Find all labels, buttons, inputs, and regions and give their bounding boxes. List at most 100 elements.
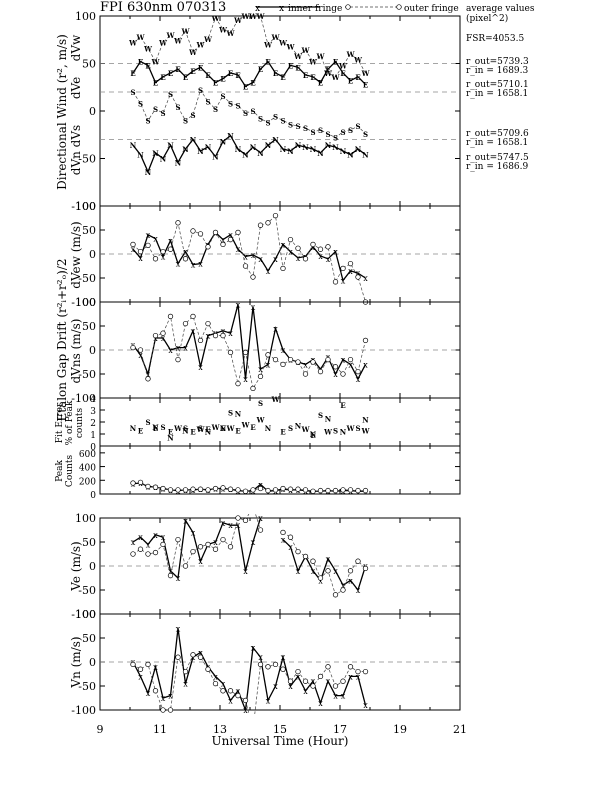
point-inner: x	[363, 360, 368, 369]
y-tick-label: 100	[75, 10, 96, 23]
point-outer	[235, 692, 241, 699]
point-outer	[250, 487, 256, 493]
point-W: W	[196, 41, 205, 50]
point-outer	[340, 265, 346, 272]
y-tick-label: 600	[79, 450, 96, 460]
point-outer	[272, 212, 279, 219]
y-tick-label: 100	[75, 296, 96, 309]
point-outer	[257, 661, 264, 668]
point-inner: x	[146, 231, 151, 240]
point-inner: x	[273, 682, 278, 691]
point-outer	[280, 265, 286, 272]
point-outer	[167, 572, 174, 579]
point-E: E	[190, 67, 195, 76]
point-W: W	[271, 395, 280, 404]
point-E: E	[228, 69, 233, 78]
point-outer	[250, 385, 256, 392]
point-outer	[362, 668, 369, 675]
point-outer	[227, 544, 234, 550]
point-inner: x	[348, 672, 353, 681]
point-inner: x	[243, 706, 248, 715]
point-E: E	[130, 69, 135, 78]
point-S: S	[288, 120, 293, 129]
point-E: E	[153, 424, 158, 433]
point-W: W	[226, 424, 235, 433]
s-r-out: r_out=5709.6	[466, 129, 529, 139]
point-E: E	[198, 63, 203, 72]
point-outer	[205, 487, 211, 493]
ylabel-dvns: dVns (m/s)	[69, 319, 83, 384]
point-inner: x	[131, 245, 136, 254]
point-inner: x	[333, 692, 338, 701]
point-outer	[347, 487, 354, 493]
point-outer	[212, 229, 219, 236]
point-inner: x	[318, 252, 323, 261]
point-W: W	[188, 48, 197, 57]
point-W: W	[353, 56, 362, 65]
xlabel: Universal Time (Hour)	[212, 734, 349, 748]
point-outer	[130, 344, 136, 351]
panel-peak_counts: 600 400 200 0 xxxxxxxxxxxxxxxxxxxxxxxxxxxxxx…	[79, 445, 461, 501]
point-E: E	[145, 61, 150, 70]
ylabel-dvn-dvs: dVn dVs	[69, 125, 83, 175]
x-tick-label: 11	[153, 723, 167, 736]
plot-area: xxxxxxxxxxxxxxxxxxxxxxxxxxxxxxxx	[100, 300, 460, 392]
point-outer	[287, 534, 294, 540]
y-tick-label: 200	[79, 477, 96, 487]
point-inner: x	[281, 536, 286, 545]
series-line-inner	[282, 539, 367, 592]
point-outer	[310, 558, 316, 564]
point-inner: x	[356, 672, 361, 681]
point-outer	[280, 361, 286, 368]
legend: x x inner fringe outer fringe	[255, 4, 459, 14]
point-outer	[302, 256, 309, 262]
point-outer	[197, 231, 204, 237]
point-S: S	[145, 418, 150, 427]
point-W: W	[323, 69, 332, 78]
point-outer	[145, 661, 151, 668]
point-outer	[332, 592, 339, 598]
point-outer	[265, 664, 271, 670]
y-tick-label: 0	[89, 105, 96, 118]
point-S: S	[145, 117, 150, 126]
point-N: N	[175, 158, 182, 167]
point-N: N	[152, 149, 159, 158]
point-inner: x	[348, 267, 353, 276]
point-S: S	[160, 423, 165, 432]
point-W: W	[323, 428, 332, 437]
point-W: W	[233, 16, 242, 25]
x-tick-label: 19	[393, 723, 407, 736]
point-N: N	[302, 143, 309, 152]
point-outer	[251, 504, 256, 509]
point-inner: x	[228, 231, 233, 240]
y-tick-label: -100	[71, 704, 96, 717]
point-outer	[287, 236, 294, 243]
point-outer	[340, 678, 346, 684]
panel-dVns: 100500-50-100xxxxxxxxxxxxxxxxxxxxxxxxxxx…	[71, 296, 461, 405]
point-outer	[227, 688, 234, 694]
point-outer	[205, 666, 211, 672]
point-outer	[310, 241, 316, 248]
point-N: N	[152, 423, 159, 432]
point-E: E	[340, 69, 345, 78]
y-tick-label: 0	[89, 560, 96, 573]
point-inner: x	[281, 240, 286, 249]
point-N: N	[310, 145, 317, 154]
plot-area: xxxxxxxxxxxxxxxxxxxxxxxxxxxxxxxx	[130, 479, 368, 496]
point-S: S	[325, 130, 330, 139]
point-outer	[160, 707, 166, 713]
y-tick-label: -100	[71, 608, 96, 621]
point-E: E	[280, 428, 285, 437]
point-W: W	[301, 425, 310, 434]
point-W: W	[166, 31, 175, 40]
y-tick-label: -100	[71, 200, 96, 213]
point-N: N	[310, 430, 317, 439]
point-outer	[130, 661, 136, 668]
y-tick-label: 0	[89, 656, 96, 669]
point-inner: x	[198, 557, 203, 566]
point-outer	[220, 688, 226, 694]
y-tick-label: -50	[78, 584, 96, 597]
point-inner: x	[176, 260, 181, 269]
